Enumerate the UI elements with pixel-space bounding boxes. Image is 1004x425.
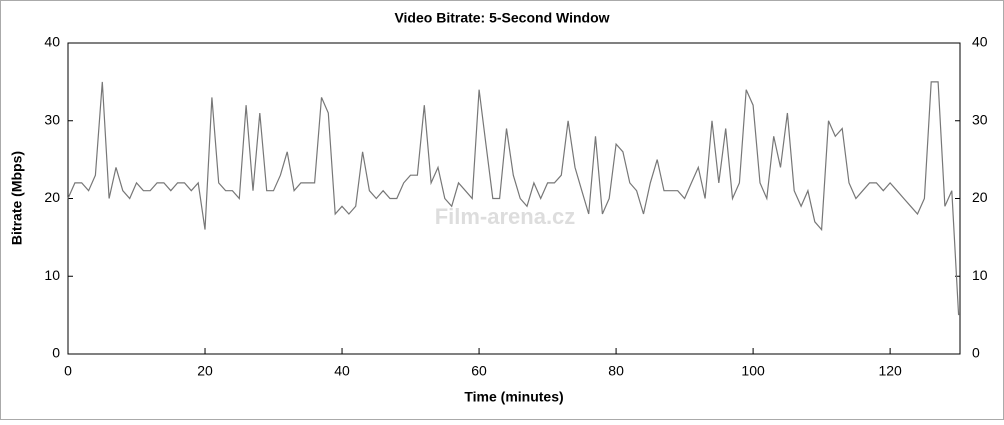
x-tick-label: 80	[608, 363, 624, 379]
x-axis-label: Time (minutes)	[464, 389, 563, 405]
y-tick-label: 10	[44, 267, 60, 283]
y2-tick-label: 10	[972, 267, 988, 283]
x-tick-label: 20	[197, 363, 213, 379]
chart-title: Video Bitrate: 5-Second Window	[394, 10, 609, 26]
y2-tick-label: 30	[972, 111, 988, 127]
y2-tick-label: 20	[972, 189, 988, 205]
x-tick-label: 120	[878, 363, 902, 379]
x-tick-label: 100	[741, 363, 765, 379]
x-tick-label: 60	[471, 363, 487, 379]
y2-tick-label: 0	[972, 345, 980, 361]
watermark: Film-arena.cz	[435, 204, 576, 229]
bitrate-line	[67, 81, 960, 316]
y-tick-label: 0	[52, 345, 60, 361]
x-tick-label: 40	[334, 363, 350, 379]
y-tick-label: 40	[44, 34, 60, 50]
y-axis-label: Bitrate (Mbps)	[9, 151, 25, 245]
y-tick-label: 30	[44, 111, 60, 127]
x-tick-label: 0	[64, 363, 72, 379]
y-tick-label: 20	[44, 189, 60, 205]
y2-tick-label: 40	[972, 34, 988, 50]
